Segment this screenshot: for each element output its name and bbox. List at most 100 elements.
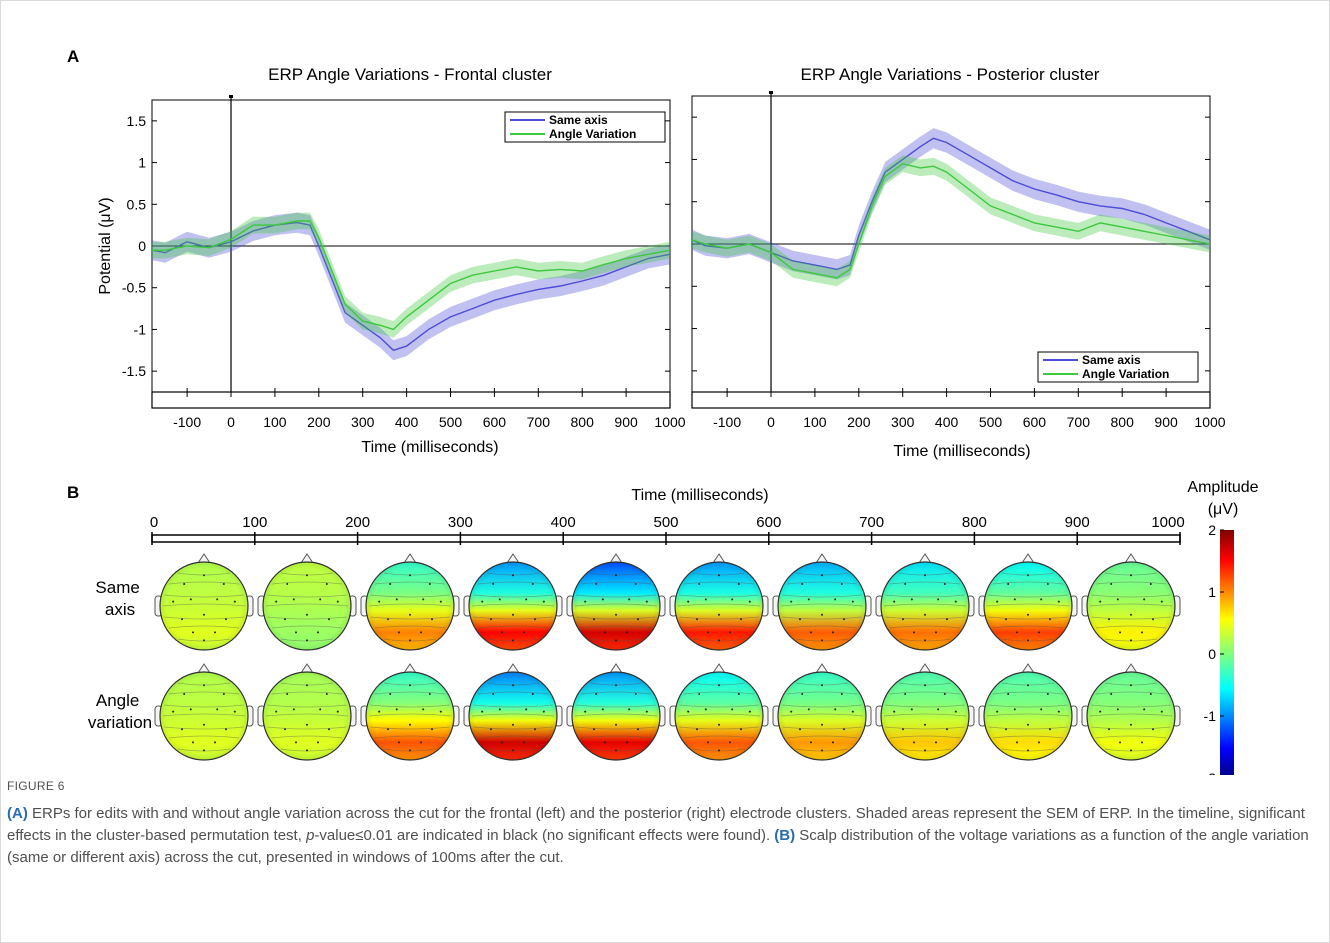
- scalp-electrode: [378, 710, 381, 713]
- scalp-nose: [403, 663, 417, 674]
- scalp-contour: [883, 603, 967, 607]
- row-label-angle-variation-line1: Angle: [96, 691, 139, 710]
- scalp-electrode: [593, 728, 595, 731]
- scalp-map: [257, 553, 357, 651]
- scalp-contour: [473, 726, 553, 730]
- scalp-electrode: [704, 708, 707, 711]
- scalp-electrode: [748, 600, 751, 603]
- scalp-electrode: [1141, 631, 1143, 634]
- panel-a-label: A: [67, 47, 79, 66]
- scalp-electrode: [851, 600, 854, 603]
- scalp-electrode: [378, 600, 381, 603]
- scalp-electrode: [935, 631, 937, 634]
- scalp-electrode: [1110, 583, 1113, 585]
- scalp-electrode: [389, 693, 392, 695]
- figure-caption: FIGURE 6 (A) ERPs for edits with and wit…: [7, 775, 1322, 869]
- scalp-shade: [263, 672, 351, 760]
- scalp-contour: [580, 735, 652, 739]
- scalp-contour: [1095, 691, 1167, 695]
- scalp-electrode: [1049, 618, 1051, 621]
- frontal-ytick-label: 1.5: [127, 113, 147, 129]
- scalp-electrode: [729, 741, 731, 744]
- scalp-electrode: [1108, 728, 1110, 731]
- frontal-timeline-strip: [151, 391, 671, 409]
- scalp-contour: [992, 735, 1064, 739]
- scalp-contour: [168, 691, 240, 695]
- scalp-nose: [609, 553, 623, 564]
- scalp-contour: [168, 735, 240, 739]
- scalp-electrode: [807, 598, 810, 601]
- scalp-contour: [473, 704, 553, 708]
- scalp-electrode: [286, 583, 289, 585]
- scalp-electrode: [810, 631, 812, 634]
- scalp-electrode: [904, 583, 907, 585]
- scalp-contour: [267, 594, 347, 598]
- frontal-xtick-label: 500: [439, 414, 463, 430]
- scalp-electrode: [501, 741, 503, 744]
- scalp-contour: [271, 735, 343, 739]
- scalp-electrode: [698, 693, 701, 695]
- posterior-xtick-label: -100: [713, 414, 741, 430]
- scalp-electrode: [387, 618, 389, 621]
- scalp-shade: [366, 562, 454, 650]
- scalp-electrode: [910, 598, 913, 601]
- scalp-electrode: [893, 710, 896, 713]
- scalp-electrode: [840, 693, 843, 695]
- scalp-electrode: [233, 600, 236, 603]
- colorbar-tick-label: 2: [1208, 522, 1216, 538]
- scalp-contour: [271, 691, 343, 695]
- scalp-electrode: [946, 728, 948, 731]
- scalp-electrode: [512, 723, 514, 726]
- scalp-contour: [683, 735, 755, 739]
- scalp-contour: [786, 691, 858, 695]
- scalp-contour: [883, 713, 967, 717]
- scalp-electrode: [1027, 684, 1029, 687]
- scalp-shade: [984, 672, 1072, 760]
- scalp-nose: [506, 663, 520, 674]
- frontal-xtick-label: 1000: [654, 414, 685, 430]
- scalp-shade: [366, 672, 454, 760]
- scalp-contour: [576, 616, 656, 620]
- scalp-contour: [786, 735, 858, 739]
- scalp-shade: [778, 672, 866, 760]
- caption-b-label: (B): [774, 827, 796, 844]
- scalp-electrode: [954, 600, 957, 603]
- scalp-contour: [267, 726, 347, 730]
- posterior-timeline-strip: [691, 391, 1211, 409]
- scalp-electrode: [790, 600, 793, 603]
- scalp-electrode: [637, 618, 639, 621]
- scalp-electrode: [306, 639, 308, 642]
- scalp-electrode: [737, 693, 740, 695]
- colorbar-tick-label: 1: [1208, 584, 1216, 600]
- scalp-electrode: [1040, 598, 1043, 601]
- scalp-nose: [1124, 553, 1138, 564]
- scalp-electrode: [834, 708, 837, 711]
- posterior-xtick-label: 900: [1154, 414, 1178, 430]
- panel-b-timeline: 0 100 200 300 400 500 600 700 800 900 1000: [150, 514, 1185, 545]
- scalp-contour: [986, 603, 1070, 607]
- scalp-electrode: [628, 708, 631, 711]
- scalp-electrode: [645, 710, 648, 713]
- scalp-electrode: [428, 693, 431, 695]
- row-label-angle-variation-line2: variation: [88, 713, 152, 732]
- scalp-electrode: [214, 741, 216, 744]
- scalp-electrode: [1005, 618, 1007, 621]
- scalp-shade: [675, 672, 763, 760]
- scalp-electrode: [902, 618, 904, 621]
- scalp-electrode: [203, 749, 205, 752]
- timeline-tick-label: 100: [242, 514, 267, 531]
- scalp-electrode: [1007, 693, 1010, 695]
- timeline-tick-label: 500: [653, 514, 678, 531]
- scalp-electrode: [634, 583, 637, 585]
- scalp-nose: [1124, 663, 1138, 674]
- scalp-electrode: [306, 574, 308, 577]
- scalp-electrode: [422, 598, 425, 601]
- posterior-onset-marker: [769, 91, 774, 94]
- scalp-contour: [580, 625, 652, 629]
- scalp-contour: [265, 603, 349, 607]
- scalp-electrode: [904, 693, 907, 695]
- scalp-electrode: [1130, 684, 1132, 687]
- frontal-xtick-label: 0: [227, 414, 235, 430]
- scalp-electrode: [615, 684, 617, 687]
- scalp-contour: [1095, 625, 1167, 629]
